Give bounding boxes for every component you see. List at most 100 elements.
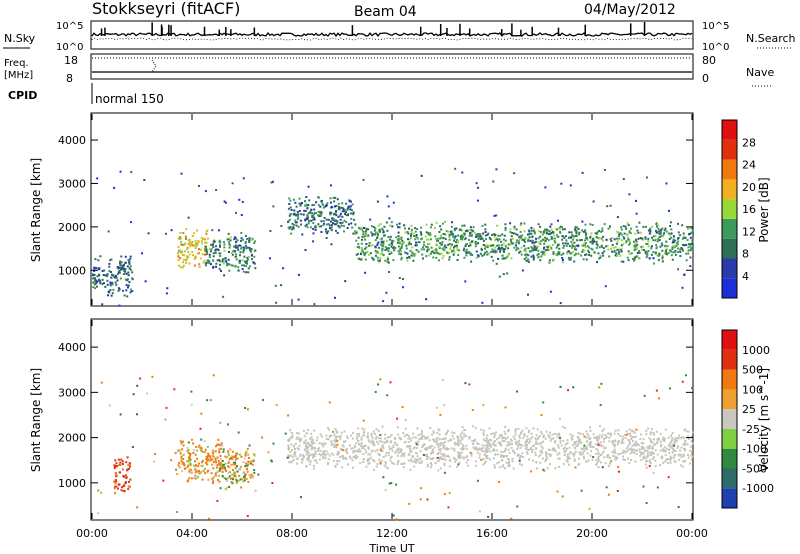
echo-cell bbox=[650, 428, 653, 430]
echo-cell bbox=[635, 247, 638, 250]
echo-cell bbox=[298, 438, 301, 441]
echo-cell bbox=[287, 448, 290, 451]
echo-cell bbox=[198, 185, 200, 187]
echo-cell bbox=[617, 441, 620, 444]
echo-cell bbox=[376, 256, 379, 259]
echo-cell bbox=[557, 457, 560, 460]
echo-cell bbox=[209, 399, 212, 402]
echo-cell bbox=[113, 480, 116, 483]
echo-cell bbox=[611, 244, 614, 246]
echo-cell bbox=[178, 462, 181, 465]
echo-cell bbox=[188, 262, 191, 265]
echo-cell bbox=[205, 230, 208, 233]
echo-cell bbox=[309, 437, 312, 440]
echo-cell bbox=[583, 242, 586, 245]
echo-cell bbox=[96, 177, 99, 180]
echo-cell bbox=[216, 443, 219, 446]
echo-cell bbox=[136, 384, 139, 387]
echo-cell bbox=[463, 224, 466, 227]
echo-cell bbox=[650, 454, 653, 457]
echo-cell bbox=[591, 239, 594, 242]
echo-cell bbox=[565, 447, 568, 450]
echo-cell bbox=[690, 243, 693, 245]
echo-cell bbox=[416, 455, 419, 458]
echo-cell bbox=[596, 457, 599, 459]
echo-cell bbox=[504, 257, 507, 260]
echo-cell bbox=[564, 443, 567, 446]
y-tick-label: 2000 bbox=[58, 432, 86, 445]
echo-cell bbox=[332, 217, 335, 220]
echo-cell bbox=[382, 447, 385, 450]
echo-cell bbox=[185, 237, 187, 240]
echo-cell bbox=[347, 463, 349, 466]
echo-cell bbox=[513, 225, 516, 228]
echo-cell bbox=[194, 239, 197, 242]
echo-cell bbox=[532, 459, 535, 462]
echo-cell bbox=[641, 245, 644, 248]
echo-cell bbox=[453, 248, 456, 251]
echo-cell bbox=[125, 481, 127, 484]
echo-cell bbox=[353, 445, 356, 447]
echo-cell bbox=[489, 458, 491, 461]
echo-cell bbox=[425, 245, 428, 248]
echo-cell bbox=[585, 445, 588, 448]
echo-cell bbox=[184, 250, 186, 253]
echo-cell bbox=[314, 452, 317, 455]
echo-cell bbox=[379, 440, 382, 443]
echo-cell bbox=[310, 436, 313, 439]
echo-cell bbox=[240, 247, 242, 250]
echo-cell bbox=[514, 442, 517, 444]
echo-cell bbox=[484, 228, 487, 231]
echo-cell bbox=[311, 438, 314, 441]
echo-cell bbox=[245, 478, 248, 480]
echo-cell bbox=[655, 229, 657, 232]
echo-cell bbox=[405, 244, 408, 247]
echo-cell bbox=[690, 458, 693, 461]
echo-cell bbox=[335, 214, 338, 217]
echo-cell bbox=[351, 459, 354, 462]
colorbar-segment bbox=[722, 369, 737, 390]
echo-cell bbox=[528, 429, 530, 432]
colorbar-tick-label: 24 bbox=[742, 159, 756, 172]
echo-cell bbox=[539, 259, 542, 262]
echo-cell bbox=[651, 445, 654, 448]
echo-cell bbox=[240, 455, 243, 458]
echo-cell bbox=[355, 253, 358, 256]
echo-cell bbox=[459, 236, 462, 239]
echo-cell bbox=[201, 253, 204, 256]
echo-cell bbox=[340, 224, 343, 227]
echo-cell bbox=[516, 246, 519, 249]
echo-cell bbox=[401, 453, 404, 456]
echo-cell bbox=[645, 502, 648, 504]
echo-cell bbox=[371, 233, 374, 236]
echo-cell bbox=[426, 250, 429, 253]
echo-cell bbox=[323, 453, 326, 456]
echo-cell bbox=[287, 438, 290, 441]
echo-cell bbox=[244, 452, 247, 455]
echo-cell bbox=[454, 235, 457, 238]
echo-cell bbox=[687, 249, 690, 252]
echo-cell bbox=[466, 455, 469, 458]
echo-cell bbox=[559, 385, 562, 388]
echo-cell bbox=[559, 439, 562, 442]
echo-cell bbox=[564, 446, 567, 449]
echo-cell bbox=[501, 437, 504, 440]
echo-cell bbox=[206, 252, 209, 255]
echo-cell bbox=[221, 259, 224, 262]
echo-cell bbox=[598, 229, 600, 232]
echo-cell bbox=[601, 444, 604, 447]
echo-cell bbox=[188, 457, 190, 460]
echo-cell bbox=[513, 437, 516, 440]
echo-cell bbox=[504, 449, 507, 452]
echo-cell bbox=[684, 374, 687, 377]
echo-cell bbox=[210, 472, 213, 475]
echo-cell bbox=[689, 462, 692, 465]
echo-cell bbox=[203, 440, 206, 443]
echo-cell bbox=[400, 245, 403, 248]
echo-cell bbox=[537, 237, 540, 240]
echo-cell bbox=[471, 409, 474, 411]
echo-cell bbox=[526, 438, 528, 441]
echo-cell bbox=[322, 456, 324, 459]
echo-cell bbox=[621, 439, 624, 442]
echo-cell bbox=[249, 462, 252, 465]
